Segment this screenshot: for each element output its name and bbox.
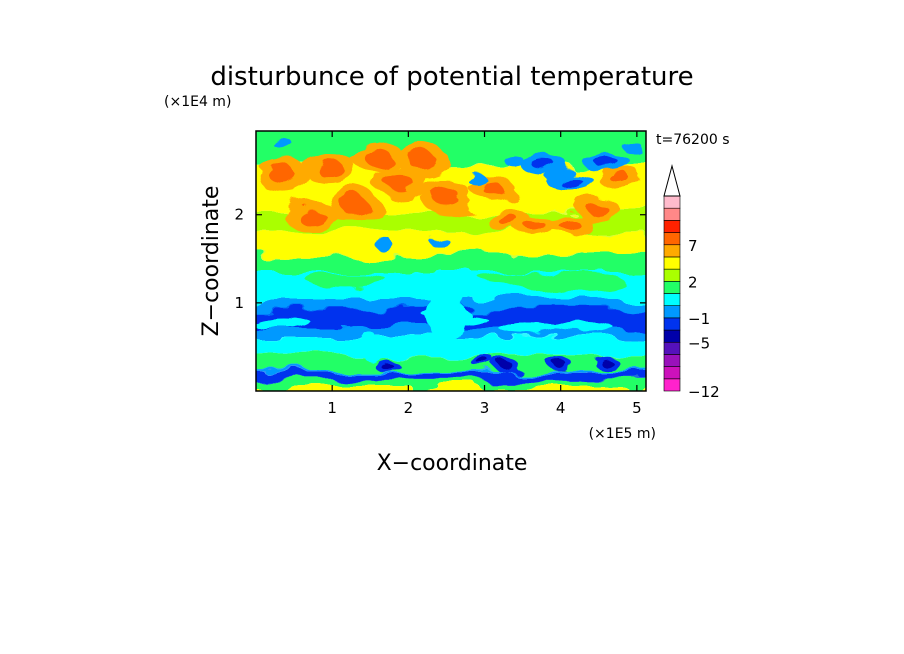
colorbar-swatch	[663, 378, 681, 392]
colorbar-tick-label: −12	[688, 383, 720, 401]
colorbar-extend-arrow	[663, 164, 681, 197]
colorbar-swatch	[663, 244, 681, 258]
colorbar-swatch	[663, 366, 681, 380]
x-axis: 1 2 3 4 5	[327, 131, 642, 417]
y-axis-label: Z−coordinate	[199, 186, 224, 337]
colorbar-tick-label: −5	[688, 334, 710, 352]
y-tick-label: 2	[234, 206, 244, 224]
y-unit-label: (×1E4 m)	[164, 94, 231, 110]
x-tick-label: 1	[327, 399, 337, 417]
colorbar-swatch	[663, 329, 681, 343]
colorbar-swatch	[663, 268, 681, 282]
colorbar-tick-label: 2	[688, 273, 698, 291]
colorbar-swatch	[663, 293, 681, 306]
time-label: t=76200 s	[656, 132, 730, 148]
chart-title: disturbunce of potential temperature	[210, 62, 693, 92]
x-tick-label: 2	[404, 399, 414, 417]
colorbar-swatch	[663, 305, 681, 319]
y-tick-label: 1	[234, 294, 244, 312]
colorbar-swatch	[663, 281, 681, 294]
colorbar-swatch	[663, 220, 681, 233]
plot-frame	[255, 130, 647, 392]
colorbar-tick-label: −1	[688, 310, 710, 328]
x-unit-label: (×1E5 m)	[589, 426, 656, 442]
x-tick-label: 5	[632, 399, 642, 417]
colorbar-tick-label: 7	[688, 237, 698, 255]
colorbar-swatch	[663, 354, 681, 367]
plot-area	[256, 131, 646, 391]
x-tick-label: 4	[556, 399, 566, 417]
y-axis: 12	[234, 206, 646, 312]
colorbar-swatch	[663, 195, 681, 209]
colorbar-swatch	[663, 341, 681, 355]
colorbar-swatch	[663, 256, 681, 270]
contour-field	[256, 131, 646, 391]
colorbar: −12−5−127	[663, 164, 720, 401]
x-axis-label: X−coordinate	[377, 451, 528, 476]
colorbar-swatch	[663, 232, 681, 246]
x-tick-label: 3	[480, 399, 490, 417]
colorbar-swatch	[663, 207, 681, 221]
colorbar-swatch	[663, 317, 681, 331]
